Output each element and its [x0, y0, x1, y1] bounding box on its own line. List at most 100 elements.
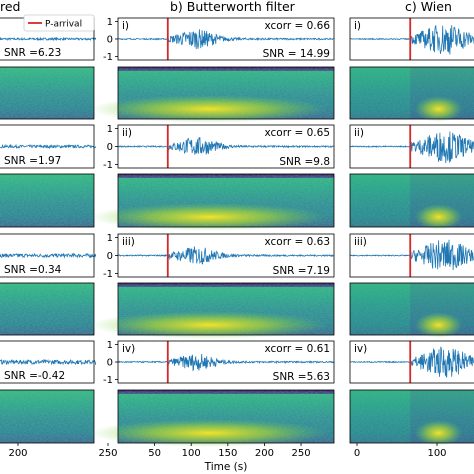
xcorr-b-2: xcorr = 0.65 — [264, 127, 330, 139]
waveform-a-3 — [0, 252, 96, 259]
xtick-label-c-1: 100 — [427, 448, 446, 459]
xcorr-b-4: xcorr = 0.61 — [264, 343, 330, 355]
row-label-c-3: iii) — [354, 236, 367, 248]
waveform-a-2 — [0, 143, 96, 150]
spectrogram-c-pre-4 — [350, 390, 411, 443]
xcorr-b-3: xcorr = 0.63 — [264, 236, 330, 248]
frame-c-3 — [349, 233, 474, 278]
frame-c-1 — [349, 17, 474, 61]
spectrogram-c-3 — [349, 282, 474, 338]
spectrogram-c-energy-2 — [414, 204, 463, 230]
spectrogram-c-frame-3 — [349, 282, 474, 336]
waveform-b-3 — [117, 246, 335, 265]
spectrogram-a-texture-3 — [0, 283, 94, 335]
b-row-4-ytick-label-0: 1 — [107, 340, 113, 351]
xtick-label-c-0: 0 — [354, 448, 360, 459]
spectrogram-c-energy-3 — [414, 312, 463, 338]
spectrogram-c-energy-1 — [414, 96, 463, 122]
x-axis-label: Time (s) — [204, 461, 248, 473]
spectrogram-b-3-energy — [90, 311, 329, 339]
waveform-c-4 — [349, 346, 474, 378]
b-row-4-ytick-label-2: -1 — [103, 375, 113, 386]
xtick-label-a-0: 200 — [8, 448, 27, 459]
spectrogram-b-4 — [90, 389, 335, 447]
spectrogram-a-frame-3 — [0, 282, 95, 336]
xcorr-b-1: xcorr = 0.66 — [264, 20, 330, 32]
waveform-c-1 — [349, 25, 474, 55]
spectrogram-b-4-energy — [90, 419, 329, 447]
spectrogram-b-1-frame — [117, 66, 335, 120]
panel-b-title: b) Butterworth filter — [170, 0, 295, 14]
spectrogram-b-1 — [90, 66, 335, 123]
row-label-c-1: i) — [354, 20, 361, 32]
snr-a-4: SNR =-0.42 — [4, 370, 65, 382]
legend-label: P-arrival — [45, 20, 82, 30]
spectrogram-c-pre-1 — [350, 67, 411, 119]
spectrogram-a-texture-4 — [0, 390, 94, 443]
spectrogram-a-frame-2 — [0, 173, 95, 228]
b-row-2-ytick-label-1: 0 — [107, 142, 113, 153]
waveform-b-2 — [117, 137, 335, 155]
waveform-b-1 — [117, 29, 335, 50]
waveform-a-1 — [0, 36, 96, 42]
waveform-c-3 — [349, 239, 474, 271]
spectrogram-c-pre-3 — [350, 283, 411, 335]
spectrogram-b-2 — [90, 173, 335, 231]
column-a-row-3: SNR =0.34 — [0, 233, 96, 336]
b-row-3-ytick-label-2: -1 — [103, 269, 113, 280]
spectrogram-c-pre-2 — [350, 174, 411, 227]
snr-b-4: SNR =5.63 — [273, 371, 330, 383]
frame-c-4 — [349, 340, 474, 384]
spectrogram-b-4-frame — [117, 389, 335, 444]
b-row-1-ytick-label-0: 1 — [107, 17, 113, 28]
spectrogram-b-1-energy — [90, 95, 329, 123]
column-a-row-1: SNR =6.23 — [0, 17, 96, 120]
spectrogram-a-texture-2 — [0, 174, 94, 227]
panel-a-title: red — [0, 0, 21, 14]
snr-b-1: SNR = 14.99 — [263, 48, 330, 60]
snr-b-3: SNR =7.19 — [273, 265, 330, 277]
spectrogram-b-3-frame — [117, 282, 335, 336]
spectrogram-a-texture-1 — [0, 67, 94, 119]
row-label-b-3: iii) — [122, 236, 135, 248]
snr-b-2: SNR =9.8 — [279, 156, 330, 168]
row-label-c-2: ii) — [354, 127, 364, 139]
xtick-label-b-2: 150 — [218, 448, 237, 459]
xtick-label-b-3: 200 — [255, 448, 274, 459]
spectrogram-b-2-energy — [90, 203, 329, 231]
spectrogram-c-frame-1 — [349, 66, 474, 120]
snr-a-3: SNR =0.34 — [4, 264, 62, 276]
row-label-c-4: iv) — [354, 343, 367, 355]
snr-a-1: SNR =6.23 — [4, 47, 61, 59]
xtick-label-a-1: 250 — [98, 448, 117, 459]
waveform-c-2 — [349, 131, 474, 164]
frame-c-2 — [349, 124, 474, 169]
spectrogram-c-2 — [349, 173, 474, 230]
snr-a-2: SNR =1.97 — [4, 155, 61, 167]
spectrogram-c-frame-2 — [349, 173, 474, 228]
panel-c-title: c) Wien — [405, 0, 452, 14]
column-a-row-2: SNR =1.97 — [0, 124, 96, 228]
b-row-3-ytick-label-0: 1 — [107, 233, 113, 244]
column-a: SNR =6.23 SNR =1.97 SNR =0.34 SNR =-0.42 — [0, 17, 96, 444]
frame-a-3 — [0, 233, 95, 278]
b-row-3-ytick-label-1: 0 — [107, 251, 113, 262]
spectrogram-b-3 — [90, 282, 335, 339]
spectrogram-c-1 — [349, 66, 474, 122]
legend-box — [23, 14, 95, 32]
b-row-4-ytick-label-1: 0 — [107, 358, 113, 369]
b-row-2-ytick-label-0: 1 — [107, 124, 113, 135]
waveform-b-4 — [117, 353, 335, 372]
row-label-b-2: ii) — [122, 127, 132, 139]
spectrogram-c-frame-4 — [349, 389, 474, 444]
spectrogram-c-energy-4 — [414, 420, 463, 446]
frame-a-2 — [0, 124, 95, 169]
row-label-b-4: iv) — [122, 343, 135, 355]
xtick-label-b-1: 100 — [182, 448, 201, 459]
xtick-label-b-0: 50 — [148, 448, 161, 459]
b-row-1-ytick-label-2: -1 — [103, 52, 113, 63]
b-row-1-ytick-label-1: 0 — [107, 35, 113, 46]
b-row-2-ytick-label-2: -1 — [103, 160, 113, 171]
column-a-row-4: SNR =-0.42 — [0, 340, 96, 444]
